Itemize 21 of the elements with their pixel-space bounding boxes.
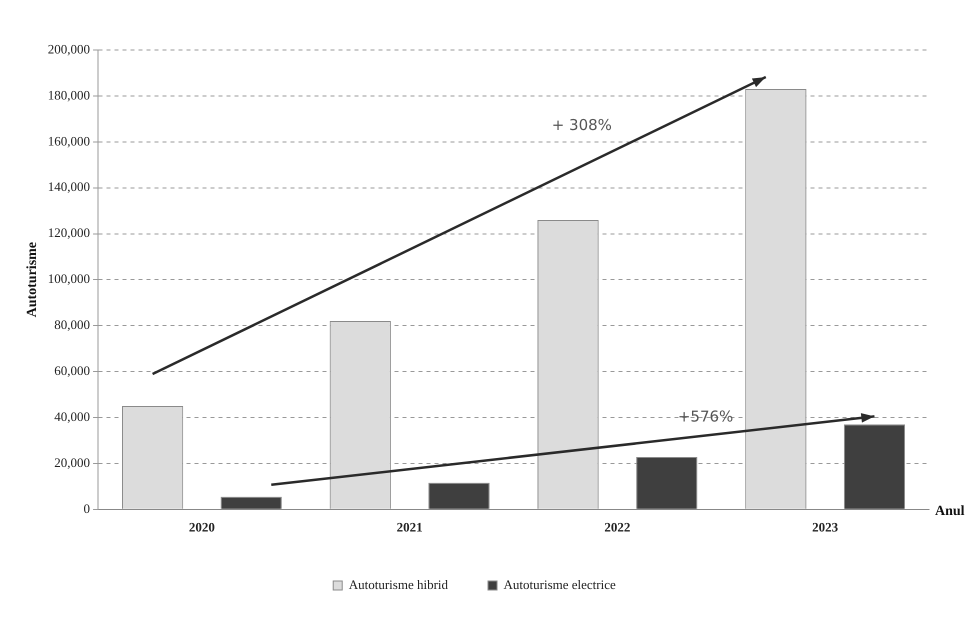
x-tick-label: 2021 <box>396 520 423 535</box>
x-tick-label: 2023 <box>812 520 839 535</box>
legend-label: Autoturisme electrice <box>504 576 616 592</box>
y-tick-label: 120,000 <box>48 225 90 240</box>
x-tick-label: 2022 <box>604 520 630 535</box>
y-tick-label: 160,000 <box>48 133 90 148</box>
y-tick-label: 100,000 <box>48 271 90 286</box>
y-tick-label: 200,000 <box>48 41 90 56</box>
y-tick-label: 180,000 <box>48 87 90 102</box>
y-tick-label: 0 <box>84 500 90 516</box>
legend-label: Autoturisme hibrid <box>348 576 449 592</box>
x-tick-label: 2020 <box>188 520 215 535</box>
y-axis-title: Autoturisme <box>25 242 40 318</box>
y-tick-label: 80,000 <box>54 317 90 332</box>
y-tick-label: 60,000 <box>54 363 90 378</box>
x-axis-title: Anul <box>935 504 965 520</box>
y-tick-label: 20,000 <box>54 454 90 470</box>
annotation: +576% <box>678 407 734 426</box>
y-tick-label: 140,000 <box>48 179 90 194</box>
annotation: + 308% <box>552 116 612 134</box>
y-tick-label: 40,000 <box>54 408 90 424</box>
